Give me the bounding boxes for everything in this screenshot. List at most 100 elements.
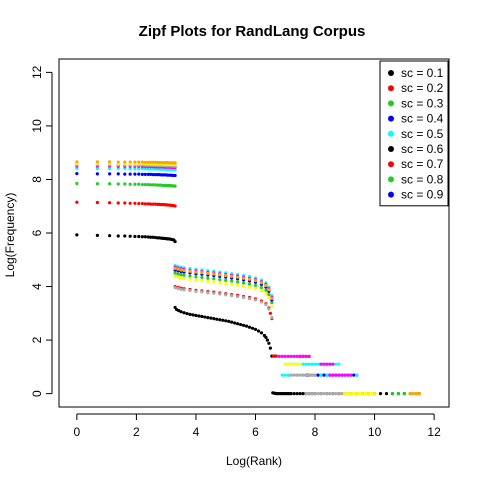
data-point: [197, 314, 201, 318]
data-point: [298, 373, 302, 377]
data-point: [149, 235, 153, 239]
data-point: [128, 234, 132, 238]
data-point: [230, 282, 234, 286]
data-point: [218, 273, 222, 277]
data-point: [200, 279, 204, 283]
x-tick-label: 8: [312, 425, 319, 439]
data-point: [133, 172, 137, 176]
data-point: [390, 392, 395, 396]
data-point: [116, 160, 120, 164]
data-point: [319, 373, 323, 377]
data-point: [319, 392, 323, 396]
legend-marker: [388, 85, 394, 92]
data-point: [179, 273, 183, 277]
series-1: [75, 233, 421, 396]
data-point: [182, 288, 186, 292]
data-point: [325, 362, 329, 366]
x-tick-label: 0: [74, 425, 81, 439]
legend-label: sc = 0.4: [401, 112, 444, 126]
data-point: [241, 276, 246, 280]
data-point: [95, 182, 99, 186]
data-point: [414, 392, 418, 396]
data-point: [241, 281, 246, 285]
data-point: [140, 235, 144, 239]
data-point: [108, 234, 112, 238]
data-point: [176, 267, 180, 271]
data-point: [212, 277, 216, 281]
data-point: [408, 392, 412, 396]
data-point: [123, 172, 127, 176]
data-point: [206, 271, 210, 276]
data-point: [123, 234, 127, 238]
data-point: [176, 275, 180, 279]
data-point: [247, 285, 252, 289]
data-point: [173, 271, 177, 275]
legend-item: sc = 0.7: [388, 157, 444, 171]
data-point: [253, 283, 258, 288]
data-point: [95, 166, 99, 171]
data-point: [402, 392, 406, 396]
x-axis-title: Log(Rank): [226, 454, 282, 468]
data-point: [116, 172, 120, 176]
data-point: [289, 362, 293, 366]
data-point: [146, 167, 150, 171]
data-point: [146, 182, 150, 187]
data-point: [411, 392, 415, 396]
data-point: [128, 172, 132, 176]
x-axis: 0 2 4 6 8 10 12: [74, 413, 441, 439]
data-point: [176, 286, 180, 291]
data-point: [349, 392, 353, 396]
data-point: [304, 373, 308, 377]
data-point: [267, 292, 271, 297]
legend-marker: [388, 100, 394, 107]
data-point: [200, 275, 204, 280]
data-point: [274, 354, 278, 358]
data-point: [370, 392, 374, 396]
data-point: [137, 160, 141, 164]
data-point: [75, 181, 79, 186]
data-point: [292, 373, 296, 377]
data-point: [133, 167, 137, 171]
data-point: [331, 392, 335, 396]
data-point: [313, 362, 317, 366]
data-point: [200, 314, 204, 319]
data-point: [253, 287, 258, 291]
data-point: [227, 319, 231, 323]
data-point: [313, 373, 317, 377]
legend-marker: [388, 176, 394, 183]
series-9: [75, 160, 421, 396]
y-tick-label: 0: [30, 390, 44, 397]
data-point: [221, 318, 225, 322]
plot-area: [58, 58, 450, 408]
data-point: [123, 182, 127, 186]
legend-label: sc = 0.6: [401, 142, 444, 156]
data-point: [340, 392, 344, 396]
data-point: [137, 172, 141, 176]
data-point: [177, 309, 181, 313]
data-point: [289, 354, 293, 359]
data-point: [322, 392, 326, 396]
data-point: [179, 287, 183, 291]
data-point: [316, 362, 320, 366]
data-point: [264, 291, 268, 296]
data-point: [194, 278, 198, 282]
legend-label: sc = 0.9: [401, 188, 444, 202]
data-point: [295, 373, 299, 377]
data-point: [280, 354, 284, 359]
data-point: [123, 201, 127, 205]
data-point: [325, 373, 329, 377]
data-point: [259, 281, 264, 285]
data-point: [188, 312, 192, 316]
data-point: [182, 311, 186, 315]
data-point: [224, 281, 228, 286]
data-point: [286, 354, 290, 359]
data-point: [224, 293, 228, 297]
data-point: [247, 282, 252, 286]
legend-marker: [388, 146, 394, 152]
data-point: [75, 160, 79, 164]
data-point: [334, 373, 338, 377]
data-point: [239, 322, 243, 327]
data-point: [212, 280, 216, 284]
legend-marker: [388, 191, 394, 198]
